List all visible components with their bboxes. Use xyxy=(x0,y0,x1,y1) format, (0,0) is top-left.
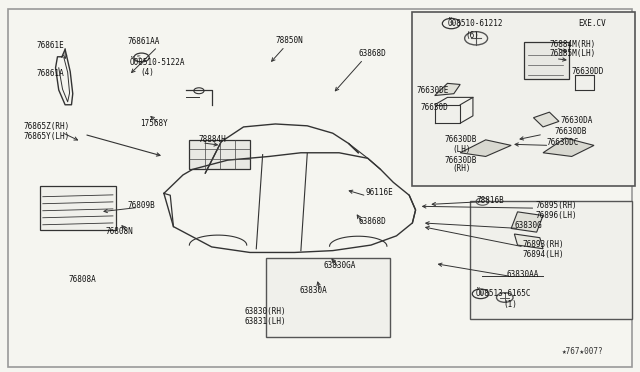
Text: Õ08510-5122A: Õ08510-5122A xyxy=(130,58,186,67)
Text: 76865Z(RH): 76865Z(RH) xyxy=(23,122,69,131)
Polygon shape xyxy=(534,112,559,127)
Text: 76885M(LH): 76885M(LH) xyxy=(549,49,596,58)
Text: S: S xyxy=(137,55,141,60)
Text: 76630DE: 76630DE xyxy=(417,86,449,94)
Text: Õ08513-6165C: Õ08513-6165C xyxy=(476,289,532,298)
Text: 17568Y: 17568Y xyxy=(140,119,168,128)
Text: 76894(LH): 76894(LH) xyxy=(523,250,564,259)
Text: 78884H: 78884H xyxy=(199,135,227,144)
Text: 78816B: 78816B xyxy=(476,196,504,205)
Text: 76861E: 76861E xyxy=(36,41,64,50)
Bar xyxy=(524,42,568,79)
Text: (LH): (LH) xyxy=(452,145,470,154)
Bar xyxy=(470,201,632,319)
Text: 76861AA: 76861AA xyxy=(127,37,160,46)
Text: 63830GA: 63830GA xyxy=(324,261,356,270)
Text: 63868D: 63868D xyxy=(358,49,386,58)
Polygon shape xyxy=(515,234,543,249)
Text: 76865Y(LH): 76865Y(LH) xyxy=(23,132,69,141)
Text: 63830AA: 63830AA xyxy=(507,270,539,279)
Text: 63831(LH): 63831(LH) xyxy=(245,317,287,326)
Polygon shape xyxy=(435,83,460,96)
Text: 76884M(RH): 76884M(RH) xyxy=(549,41,596,49)
Text: 96116E: 96116E xyxy=(366,188,394,197)
Text: 63868D: 63868D xyxy=(358,217,386,226)
Text: 76861A: 76861A xyxy=(36,69,64,78)
Text: Õ08510-61212: Õ08510-61212 xyxy=(447,19,503,28)
Bar xyxy=(189,140,250,169)
Text: 76893(RH): 76893(RH) xyxy=(523,240,564,249)
Text: 63830(RH): 63830(RH) xyxy=(245,307,287,316)
Polygon shape xyxy=(460,140,511,157)
Text: 76630DA: 76630DA xyxy=(561,116,593,125)
Text: 63830A: 63830A xyxy=(300,286,327,295)
Text: 76808N: 76808N xyxy=(105,227,133,235)
Text: EXE.CV: EXE.CV xyxy=(579,19,607,28)
Text: 76896(LH): 76896(LH) xyxy=(536,211,577,220)
Text: 76630D: 76630D xyxy=(420,103,448,112)
Text: S: S xyxy=(479,291,483,296)
Text: (6): (6) xyxy=(465,31,479,40)
Text: S: S xyxy=(449,21,453,26)
Text: (1): (1) xyxy=(504,300,517,309)
Text: 76630DB: 76630DB xyxy=(554,127,587,136)
Text: (4): (4) xyxy=(140,68,154,77)
Text: ★767★007?: ★767★007? xyxy=(562,347,604,356)
FancyBboxPatch shape xyxy=(8,9,632,367)
Text: 76630DC: 76630DC xyxy=(546,138,579,147)
Text: 76808A: 76808A xyxy=(68,275,96,283)
Bar xyxy=(40,186,116,230)
Text: 76809B: 76809B xyxy=(127,201,156,210)
Polygon shape xyxy=(543,138,594,157)
Text: (RH): (RH) xyxy=(452,164,470,173)
Text: 76630DB: 76630DB xyxy=(444,155,477,165)
Text: 76895(RH): 76895(RH) xyxy=(536,201,577,210)
Polygon shape xyxy=(511,212,543,232)
Text: 76630DB: 76630DB xyxy=(444,135,477,144)
Text: 78850N: 78850N xyxy=(275,36,303,45)
Bar xyxy=(266,258,390,337)
Text: 63830G: 63830G xyxy=(515,221,543,230)
Bar xyxy=(412,13,636,186)
Text: 76630DD: 76630DD xyxy=(572,67,604,76)
